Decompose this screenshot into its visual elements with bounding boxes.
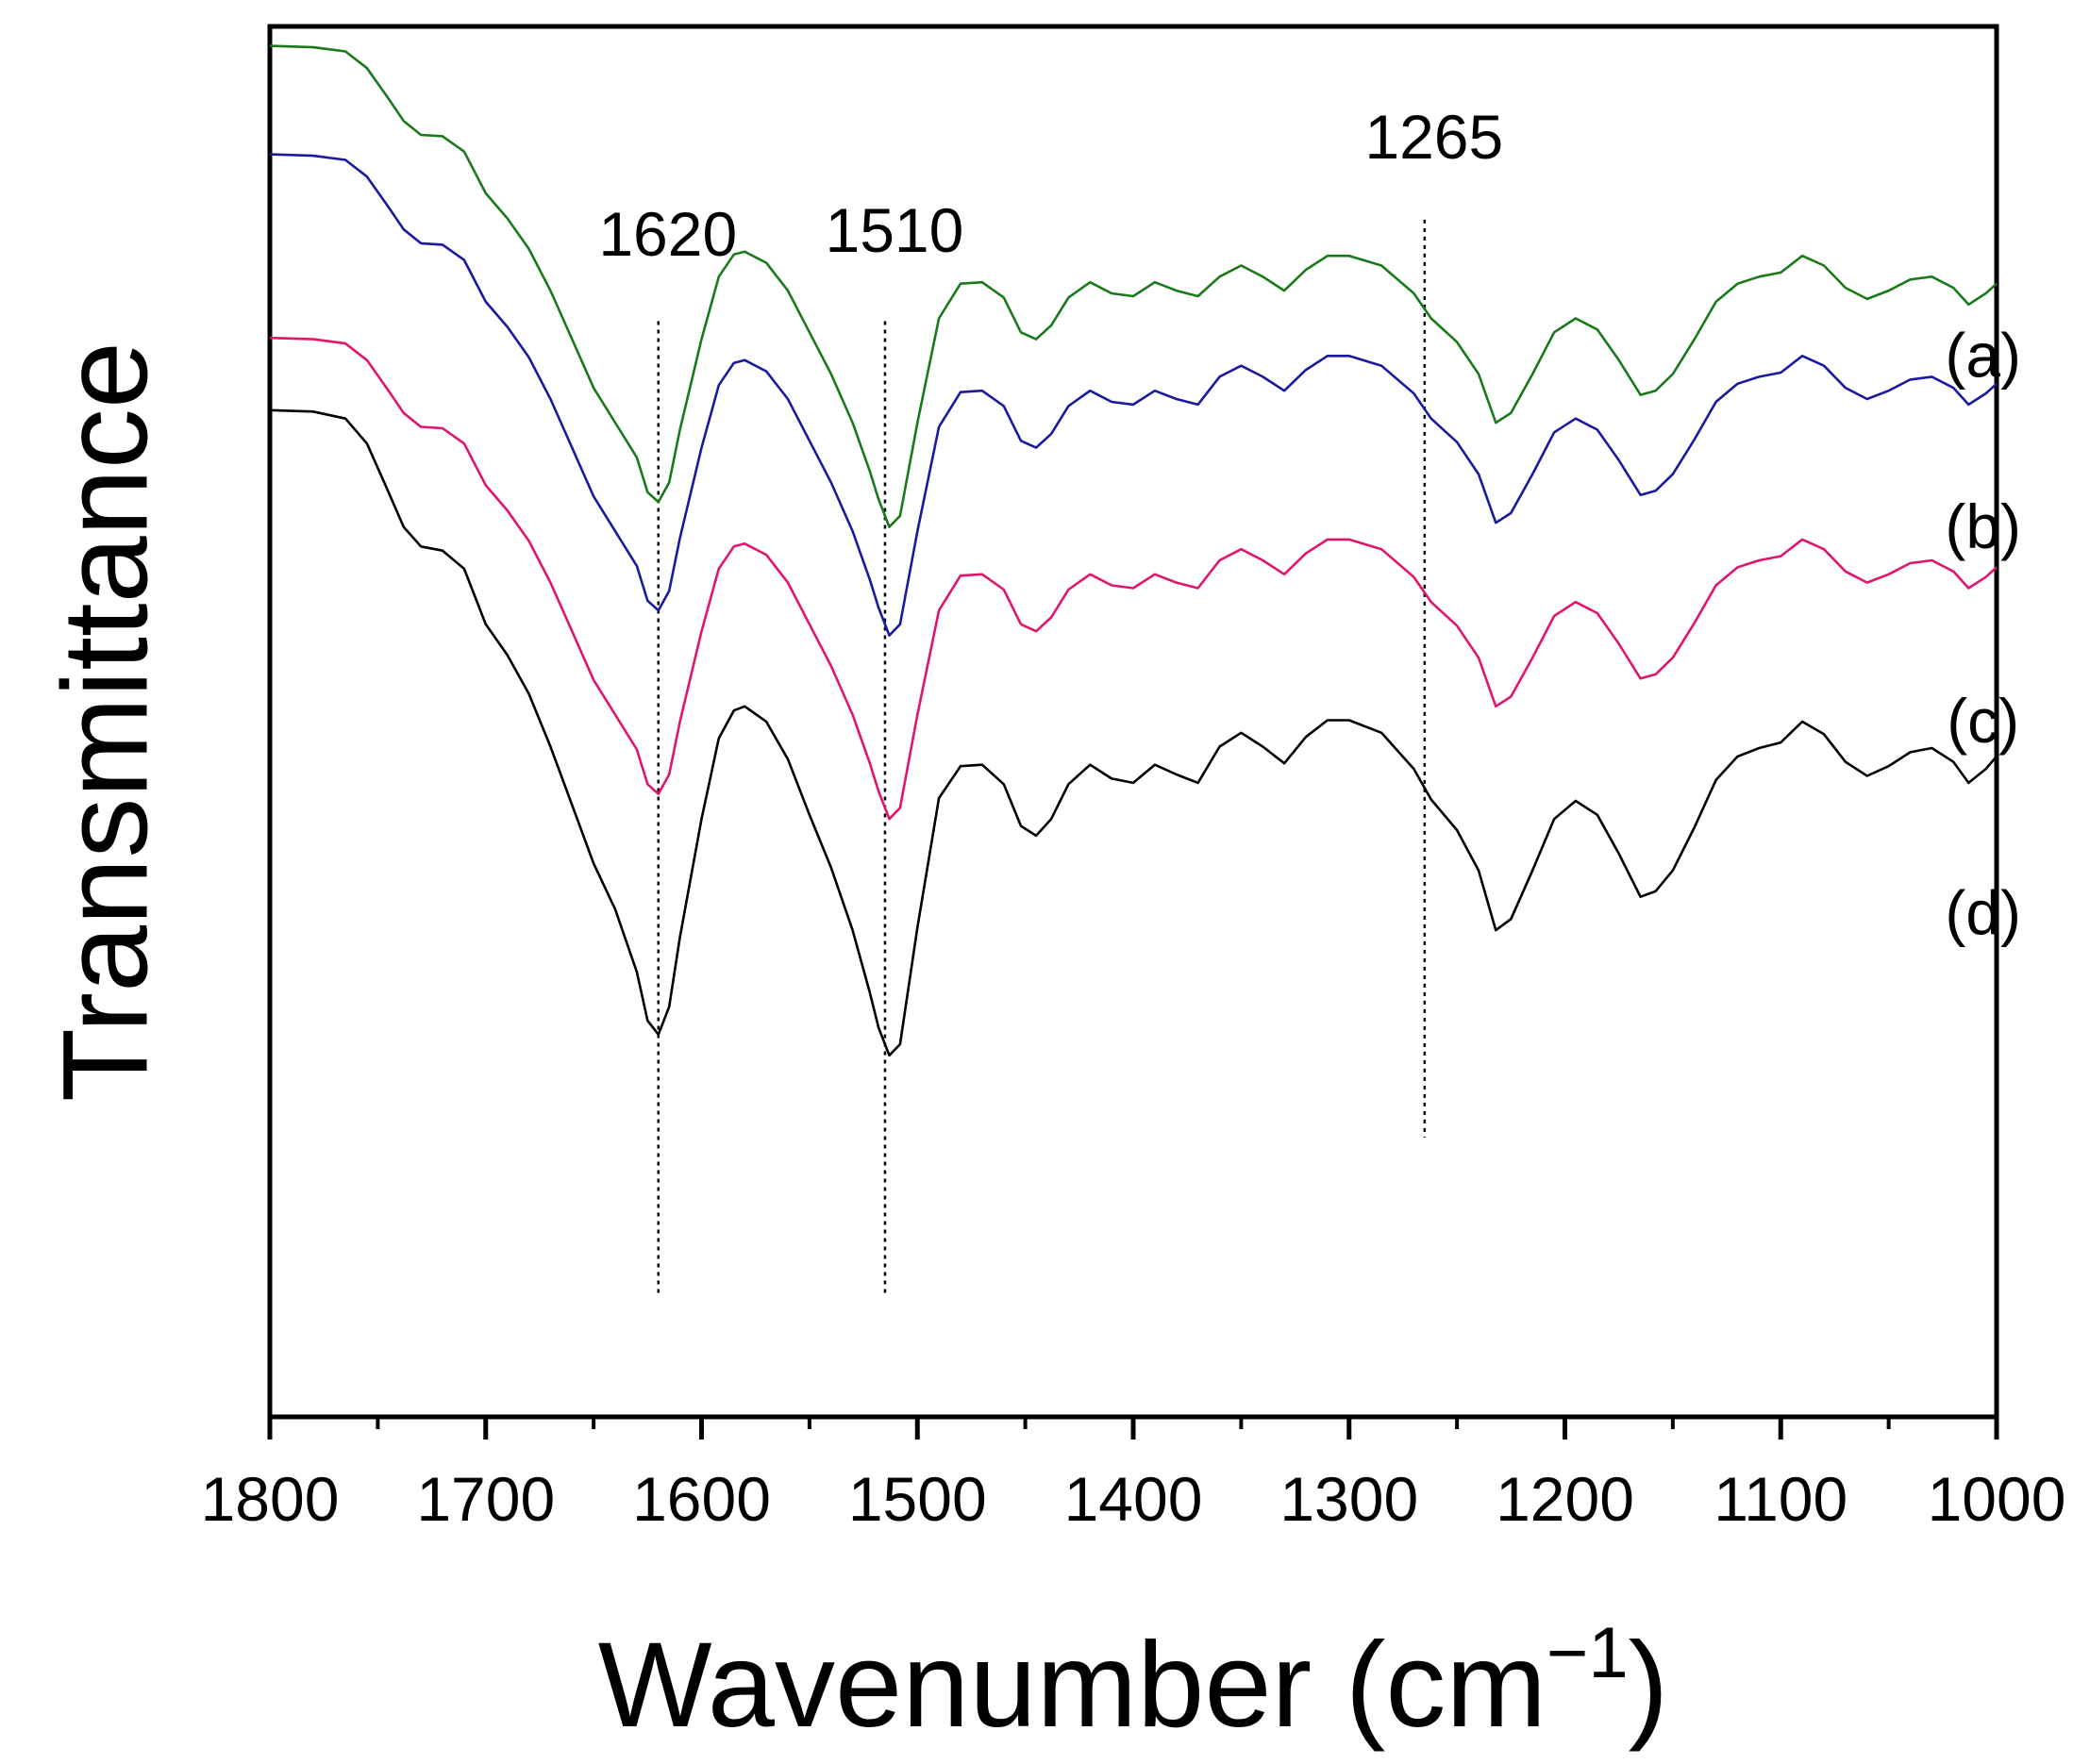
plot-frame	[267, 24, 1999, 1420]
annotation-label: 1265	[1364, 102, 1503, 172]
series-line	[269, 408, 1998, 1057]
series-label: (d)	[1945, 878, 2021, 948]
x-tick-label: 1500	[848, 1464, 987, 1534]
x-tick-label: 1800	[201, 1464, 340, 1534]
x-tick-label: 1700	[416, 1464, 555, 1534]
x-tick-label: 1400	[1064, 1464, 1203, 1534]
annotation-label: 1510	[826, 195, 964, 265]
series-line	[269, 336, 1998, 821]
x-tick-label: 1600	[632, 1464, 771, 1534]
series-label: (a)	[1945, 320, 2021, 390]
series-line	[269, 153, 1998, 637]
x-axis-title-main: Wavenumber (cm	[598, 1618, 1547, 1753]
x-axis-title: Wavenumber (cm−1)	[598, 1613, 1669, 1753]
annotation-label: 1620	[598, 199, 737, 269]
series-label: (b)	[1945, 491, 2021, 561]
annotation-group: 1620 1510 1265	[598, 102, 1503, 1293]
x-axis-title-superscript: −1	[1547, 1613, 1629, 1693]
x-tick-label: 1300	[1279, 1464, 1418, 1534]
x-axis-title-close: )	[1629, 1618, 1669, 1753]
x-tick-label: 1200	[1496, 1464, 1634, 1534]
y-axis-title: Transmittance	[39, 341, 174, 1102]
series-line	[269, 44, 1998, 528]
series-label: (c)	[1947, 686, 2019, 756]
series-group	[269, 44, 1998, 1057]
series-label-group: (a) (b) (c) (d)	[1945, 320, 2021, 947]
x-axis-ticks	[267, 1417, 1999, 1439]
x-axis-tick-labels: 1800 1700 1600 1500 1400 1300 1200 1100 1000	[201, 1464, 2066, 1534]
x-tick-label: 1000	[1928, 1464, 2066, 1534]
x-tick-label: 1100	[1714, 1464, 1848, 1534]
